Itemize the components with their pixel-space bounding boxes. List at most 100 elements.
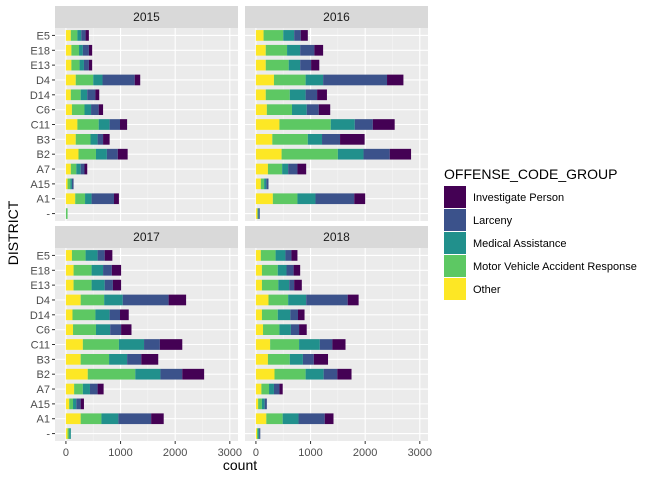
bar-segment — [65, 30, 71, 41]
bar-segment — [261, 398, 265, 410]
bar-segment — [266, 178, 269, 190]
panel-2017: 2017 - A1 A15 A7 B2 B3 C11 C6 D14 D4 E13 E18 E5 0 1000 2… — [30, 226, 242, 459]
legend-item: Motor Vehicle Accident Response — [444, 255, 637, 277]
bar-segment — [297, 193, 316, 205]
bar-segment — [260, 178, 265, 190]
bar-segment — [289, 89, 306, 101]
y-tick-label: A1 — [37, 194, 50, 206]
bar-segment — [255, 119, 280, 130]
legend-label: Larceny — [473, 215, 513, 227]
bar-segment — [255, 383, 262, 395]
bar-segment — [65, 324, 74, 335]
bar-segment — [65, 413, 81, 425]
bar-segment — [70, 178, 72, 190]
bar-segment — [84, 163, 88, 175]
bar-segment — [151, 413, 164, 425]
panel-strip — [245, 6, 428, 28]
bar-segment — [300, 30, 308, 41]
bar-segment — [76, 163, 81, 175]
bar-segment — [65, 279, 74, 291]
bar-segment — [69, 398, 74, 410]
y-axis-title: DISTRICT — [5, 200, 21, 265]
bar-segment — [98, 119, 110, 130]
legend-item: Larceny — [444, 209, 513, 231]
bar-segment — [182, 368, 205, 380]
bar-segment — [300, 44, 315, 56]
bar-segment — [263, 324, 280, 335]
legend-title: OFFENSE_CODE_GROUP — [444, 166, 617, 182]
legend-key — [444, 278, 466, 300]
bar-segment — [120, 119, 128, 130]
bar-segment — [65, 178, 68, 190]
bar-segment — [97, 134, 104, 145]
bar-segment — [255, 279, 262, 291]
bar-segment — [73, 324, 96, 335]
bar-segment — [272, 134, 308, 145]
bar-segment — [88, 44, 93, 56]
legend: OFFENSE_CODE_GROUP Investigate Person Lar… — [444, 166, 637, 300]
x-tick-label: 3000 — [218, 447, 242, 459]
bar-segment — [65, 339, 83, 350]
bar-segment — [91, 264, 104, 276]
bar-segment — [80, 294, 105, 306]
bar-segment — [277, 309, 291, 321]
y-tick-label: D14 — [30, 90, 50, 102]
bar-segment — [281, 148, 338, 160]
bar-segment — [160, 368, 183, 380]
legend-key — [444, 232, 466, 254]
bar-segment — [265, 44, 288, 56]
bar-segment — [65, 398, 70, 410]
bar-segment — [91, 104, 99, 115]
x-tick-label: 2000 — [353, 447, 377, 459]
bar-segment — [67, 428, 70, 439]
bar-segment — [73, 398, 77, 410]
bar-segment — [279, 383, 283, 395]
bar-segment — [291, 250, 298, 261]
bar-segment — [255, 148, 282, 160]
bar-segment — [317, 89, 327, 101]
bar-segment — [65, 264, 74, 276]
bar-segment — [305, 368, 324, 380]
bar-segment — [104, 294, 123, 306]
bar-segment — [300, 59, 312, 71]
y-tick-label: A7 — [37, 384, 50, 396]
y-tick-label: E13 — [30, 60, 50, 72]
bar-segment — [278, 279, 290, 291]
bar-segment — [273, 74, 306, 86]
bar-segment — [261, 279, 279, 291]
bar-segment — [340, 134, 365, 145]
bar-segment — [97, 383, 104, 395]
bar-segment — [73, 279, 92, 291]
bar-segment — [98, 104, 104, 115]
bar-segment — [319, 339, 333, 350]
bar-segment — [111, 264, 122, 276]
y-tick-label: E5 — [37, 250, 50, 262]
panel-2015: 2015 - A1 A15 A7 B2 B3 C11 C6 D14 D4 E13 E18 E5 — [30, 6, 238, 221]
bar-segment — [266, 413, 283, 425]
legend-label: Investigate Person — [473, 192, 564, 204]
bar-segment — [298, 413, 325, 425]
bar-segment — [65, 294, 81, 306]
x-axis-title: count — [223, 457, 257, 473]
bar-segment — [85, 30, 89, 41]
bar-segment — [255, 428, 258, 439]
bar-segment — [259, 428, 261, 439]
bar-segment — [347, 294, 359, 306]
bar-segment — [77, 119, 99, 130]
bar-segment — [118, 339, 145, 350]
bar-segment — [82, 383, 90, 395]
bar-segment — [269, 383, 274, 395]
bar-segment — [306, 294, 348, 306]
bar-segment — [290, 324, 300, 335]
bar-segment — [291, 104, 307, 115]
panel-strip — [55, 226, 238, 248]
bar-segment — [70, 163, 77, 175]
y-tick-label: B2 — [37, 149, 50, 161]
bar-segment — [95, 148, 107, 160]
bar-segment — [277, 264, 287, 276]
bar-segment — [85, 193, 92, 205]
bar-segment — [255, 104, 267, 115]
bar-segment — [255, 208, 258, 219]
bar-segment — [261, 264, 278, 276]
